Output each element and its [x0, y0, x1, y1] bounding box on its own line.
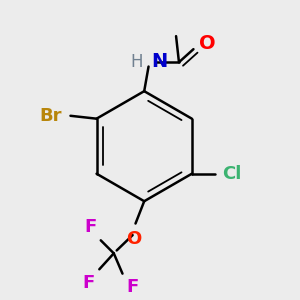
Text: F: F	[84, 218, 96, 236]
Text: O: O	[199, 34, 215, 53]
Text: Br: Br	[39, 107, 62, 125]
Text: Cl: Cl	[222, 165, 242, 183]
Text: N: N	[152, 52, 168, 71]
Text: F: F	[83, 274, 95, 292]
Text: O: O	[126, 230, 142, 248]
Text: F: F	[127, 278, 139, 296]
Text: H: H	[130, 53, 143, 71]
